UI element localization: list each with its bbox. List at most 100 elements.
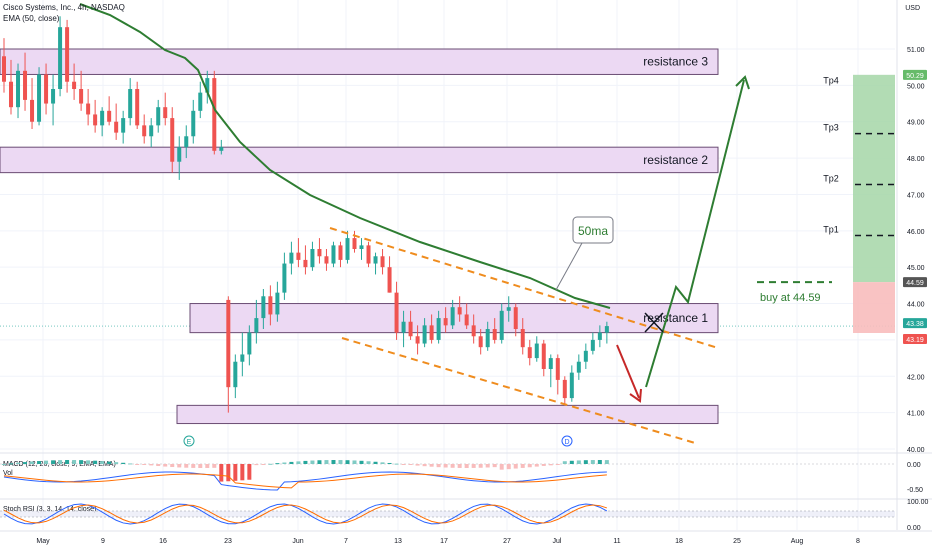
candle-body bbox=[359, 245, 364, 249]
stop-zone bbox=[853, 282, 895, 333]
macd-bar bbox=[590, 460, 595, 464]
macd-bar bbox=[9, 463, 14, 465]
macd-bar bbox=[485, 464, 490, 468]
buy-label: buy at 44.59 bbox=[760, 292, 821, 304]
macd-bar bbox=[44, 460, 49, 464]
candle-body bbox=[135, 89, 140, 126]
stoch-tick: 100.00 bbox=[907, 499, 929, 506]
candle-body bbox=[16, 70, 21, 108]
macd-bar bbox=[247, 464, 252, 480]
price-tick: 50.00 bbox=[907, 83, 925, 90]
candle-body bbox=[548, 358, 553, 369]
target-label: Tp1 bbox=[823, 224, 839, 234]
candle-body bbox=[387, 267, 392, 293]
candle-body bbox=[541, 343, 546, 369]
macd-bar bbox=[408, 464, 413, 465]
candle-body bbox=[261, 296, 266, 319]
candle-body bbox=[506, 307, 511, 311]
symbol-title[interactable]: Cisco Systems, Inc., 4h, NASDAQ bbox=[3, 3, 125, 12]
macd-bar bbox=[352, 460, 357, 464]
macd-bar bbox=[541, 464, 546, 466]
macd-tick: 0.00 bbox=[907, 462, 921, 469]
macd-bar bbox=[401, 464, 406, 465]
macd-bar bbox=[471, 464, 476, 468]
macd-bar bbox=[380, 462, 385, 464]
candle-body bbox=[107, 110, 112, 122]
stoch-label: Stoch RSI (3, 3, 14, 14, close) bbox=[3, 506, 96, 513]
macd-bar bbox=[303, 460, 308, 464]
ema-label[interactable]: EMA (50, close) bbox=[3, 14, 60, 23]
candle-body bbox=[380, 256, 385, 268]
channel-top-line bbox=[329, 227, 719, 349]
event-marker bbox=[561, 435, 573, 447]
ma-callout-label: 50ma bbox=[578, 224, 608, 238]
candle-body bbox=[72, 81, 77, 89]
target-label: Tp2 bbox=[823, 174, 839, 184]
grid-lines bbox=[0, 0, 895, 530]
macd-bar bbox=[527, 464, 532, 468]
macd-bar bbox=[443, 464, 448, 468]
vol-label: Vol bbox=[3, 470, 13, 477]
macd-bar bbox=[121, 462, 126, 464]
macd-bar bbox=[499, 464, 504, 470]
candle-body bbox=[275, 292, 280, 315]
macd-bar bbox=[478, 464, 483, 468]
candle-body bbox=[576, 361, 581, 373]
macd-bar bbox=[464, 464, 469, 468]
candle-body bbox=[2, 56, 6, 82]
macd-bar bbox=[324, 460, 329, 464]
candle-body bbox=[520, 329, 525, 348]
candle-body bbox=[303, 259, 308, 268]
candle-body bbox=[219, 147, 224, 151]
zone-label: resistance 3 bbox=[643, 55, 708, 69]
candle-body bbox=[464, 314, 469, 326]
macd-bar bbox=[331, 460, 336, 464]
stoch-k-line bbox=[3, 503, 608, 525]
candle-body bbox=[149, 125, 154, 137]
green-projection bbox=[645, 79, 745, 388]
candle-body bbox=[58, 27, 63, 90]
macd-bar bbox=[436, 464, 441, 468]
candle-body bbox=[44, 74, 49, 104]
candle-body bbox=[478, 336, 483, 348]
macd-bar bbox=[604, 460, 609, 464]
macd-bar bbox=[289, 461, 294, 464]
cross-marker bbox=[644, 312, 664, 333]
macd-bar bbox=[429, 464, 434, 467]
macd-bar bbox=[450, 464, 455, 468]
price-scale[interactable]: 51.00 50.00 49.00 48.00 47.00 46.00 45.00 44.00… bbox=[896, 0, 927, 530]
candle-body bbox=[485, 329, 490, 348]
macd-bar bbox=[457, 464, 462, 468]
price-label: 43.38 bbox=[906, 321, 924, 328]
candle-body bbox=[51, 89, 56, 104]
candle-body bbox=[492, 329, 497, 340]
candle-body bbox=[394, 292, 399, 333]
price-tick: 51.00 bbox=[907, 47, 925, 54]
time-tick: 17 bbox=[440, 538, 448, 545]
candle-body bbox=[583, 350, 588, 362]
candle-body bbox=[128, 89, 133, 119]
macd-bar bbox=[548, 464, 553, 466]
macd-bar bbox=[198, 464, 203, 468]
target-zone bbox=[853, 74, 895, 283]
price-label: 44.59 bbox=[906, 280, 924, 287]
macd-bar bbox=[366, 461, 371, 464]
macd-bar bbox=[240, 464, 245, 481]
macd-bar bbox=[170, 464, 175, 468]
macd-bar bbox=[30, 461, 35, 464]
macd-bar bbox=[576, 460, 581, 464]
candle-body bbox=[93, 114, 98, 126]
macd-bar bbox=[163, 464, 168, 467]
price-label: 50.29 bbox=[906, 73, 924, 80]
price-label-bg bbox=[903, 69, 927, 80]
macd-bar bbox=[128, 463, 133, 465]
macd-bar bbox=[492, 464, 497, 468]
time-tick: 18 bbox=[675, 538, 683, 545]
macd-bar bbox=[415, 464, 420, 466]
macd-bar bbox=[219, 464, 224, 482]
time-axis[interactable]: May 9 16 23 Jun 7 13 17 27 Jul 11 18 25 Aug 8 bbox=[0, 530, 932, 545]
macd-bar bbox=[205, 464, 210, 468]
price-tick: 45.00 bbox=[907, 265, 925, 272]
time-tick: Jun bbox=[292, 538, 303, 545]
